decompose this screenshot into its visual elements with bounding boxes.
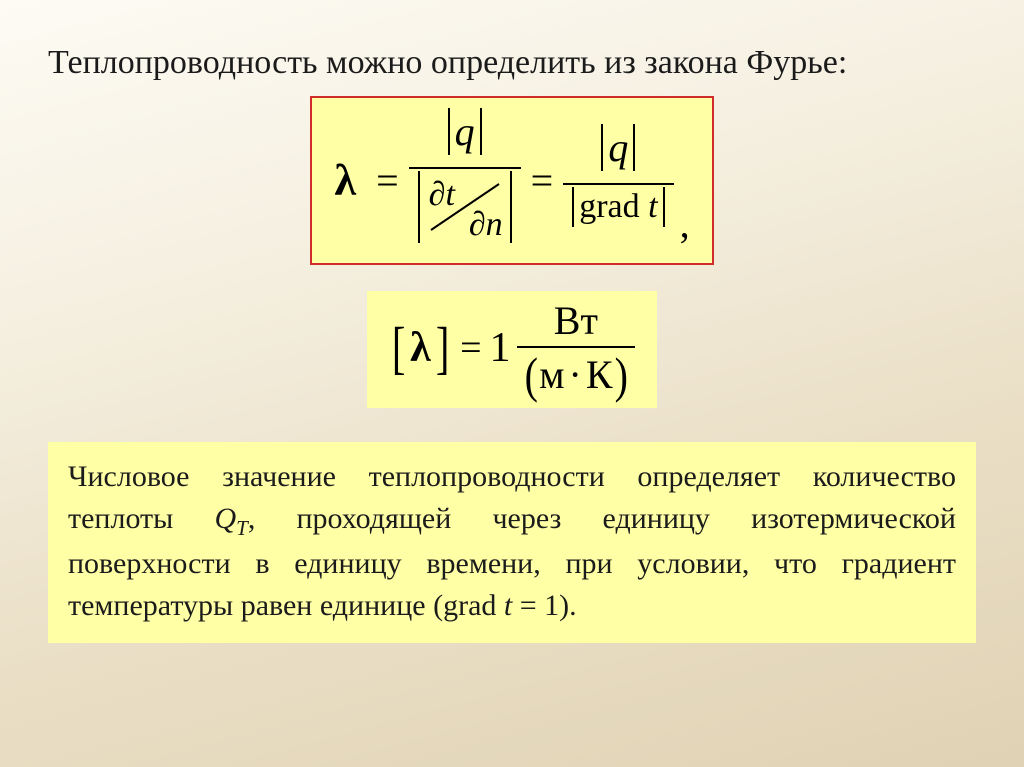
n-symbol: n	[486, 206, 503, 243]
partial-fraction: ∂t ∂n	[425, 176, 505, 238]
desc-Q: Q	[214, 502, 236, 535]
left-bracket: [	[392, 319, 406, 377]
q-symbol: q	[455, 108, 475, 155]
abs-partial: ∂t ∂n	[415, 171, 515, 243]
title-text: Теплопроводность можно определить из зак…	[48, 40, 976, 86]
fraction-1: q ∂t	[409, 108, 521, 253]
abs-q-1: q	[445, 108, 485, 155]
fraction-2: q grad t	[563, 124, 673, 237]
formula1-wrapper: λ = q	[48, 96, 976, 265]
watt-unit: Вт	[548, 297, 604, 346]
formula1-equation: λ = q	[334, 108, 689, 253]
trailing-comma: ,	[680, 200, 690, 253]
right-paren: )	[614, 350, 627, 400]
dot-symbol: ·	[569, 351, 582, 398]
lambda-symbol-2: λ	[410, 324, 431, 372]
partial-symbol-bot: ∂	[469, 206, 486, 243]
equals-sign-3: =	[460, 326, 481, 370]
equals-sign: =	[376, 157, 399, 204]
right-bracket: ]	[436, 319, 450, 377]
grad-text: grad	[579, 188, 639, 226]
lambda-symbol: λ	[334, 155, 356, 206]
left-paren: (	[524, 350, 537, 400]
formula2-wrapper: [ λ ] = 1 Вт ( м · К )	[48, 291, 976, 408]
description-box: Числовое значение теплопроводности опред…	[48, 442, 976, 643]
formula1-box: λ = q	[310, 96, 713, 265]
abs-q-2: q	[598, 124, 638, 171]
equals-sign-2: =	[531, 157, 554, 204]
desc-Q-sub: T	[236, 516, 248, 540]
formula2-box: [ λ ] = 1 Вт ( м · К )	[367, 291, 657, 408]
q-symbol-2: q	[608, 124, 628, 171]
kelvin-unit: К	[586, 351, 613, 398]
meter-unit: м	[539, 351, 564, 398]
desc-t: t	[504, 589, 512, 622]
abs-grad: grad t	[569, 187, 667, 227]
desc-part3: = 1).	[512, 589, 576, 622]
units-fraction: Вт ( м · К )	[517, 297, 636, 400]
number-one: 1	[490, 324, 511, 372]
grad-t: t	[648, 188, 657, 226]
formula2-equation: [ λ ] = 1 Вт ( м · К )	[389, 297, 635, 400]
